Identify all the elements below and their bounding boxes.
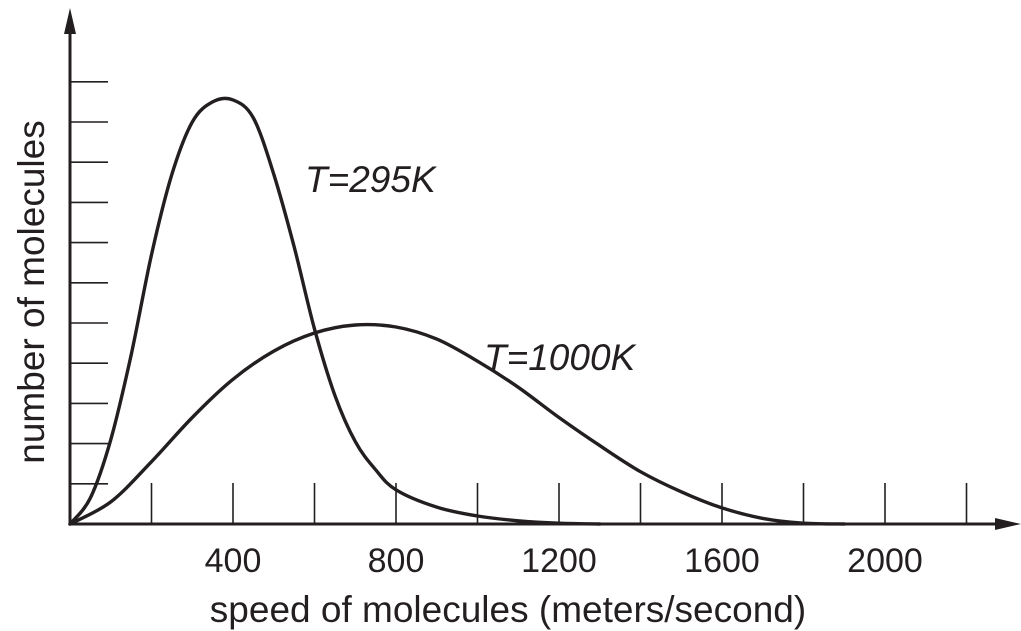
x-tick-label: 400 [205,542,262,580]
x-tick-labels: 400 800 1200 1600 2000 [205,542,923,580]
y-axis-label: number of molecules [11,120,52,463]
series-label-1000k: T=1000K [484,337,638,378]
x-axis-arrowhead [995,518,1021,530]
x-ticks [150,483,968,524]
x-tick-label: 1600 [684,542,760,580]
x-tick-label: 800 [368,542,425,580]
curves [68,96,846,526]
x-axis-label: speed of molecules (meters/second) [210,589,806,630]
x-tick-label: 1200 [521,542,597,580]
x-tick-label: 2000 [847,542,923,580]
curve-t-1000k [68,322,846,526]
y-axis-arrowhead [64,8,76,34]
y-ticks [70,81,108,485]
series-label-295k: T=295K [305,159,438,200]
curve-t-295k [68,96,602,526]
